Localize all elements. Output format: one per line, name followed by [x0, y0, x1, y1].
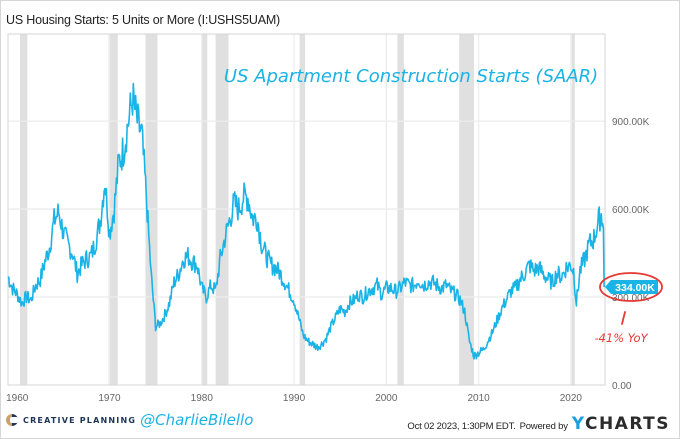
ycharts-logo-text: CHARTS [584, 414, 670, 434]
x-tick-label: 1970 [98, 393, 121, 404]
annotation-chart-title: US Apartment Construction Starts (SAAR) [224, 66, 598, 87]
footer-source: Oct 02 2023, 1:30PM EDT. Powered by YCHA… [407, 414, 670, 434]
y-tick-label: 0.00 [612, 381, 632, 392]
author-handle: @CharlieBilello [140, 411, 254, 429]
chart-title: US Housing Starts: 5 Units or More (I:US… [6, 13, 281, 27]
annotation-yoy: -41% YoY [594, 331, 648, 345]
x-axis-ticks: 1960 1970 1980 1990 2000 2010 2020 [6, 393, 582, 404]
last-value-badge-bg [605, 280, 658, 294]
x-tick-label: 1980 [191, 393, 214, 404]
x-tick-label: 2020 [560, 393, 583, 404]
series-line [7, 82, 605, 360]
series-line-group [7, 82, 605, 360]
x-tick-label: 1990 [283, 393, 306, 404]
timestamp: Oct 02 2023, 1:30PM EDT. [407, 421, 516, 432]
powered-by-label: Powered by [519, 421, 568, 432]
ycharts-logo[interactable]: YCHARTS [572, 414, 670, 434]
footer-branding: CREATIVE PLANNING @CharlieBilello [6, 409, 253, 431]
y-tick-label: 600.00K [612, 205, 650, 216]
y-axis-ticks: 0.00 300.00K 600.00K 900.00K [612, 117, 650, 392]
last-value-label: 334.00K [615, 282, 655, 294]
annotation-pointer [621, 311, 626, 325]
last-value-badge: 334.00K [605, 280, 658, 294]
y-tick-label: 900.00K [612, 117, 650, 128]
x-tick-label: 2000 [375, 393, 398, 404]
x-tick-label: 1960 [6, 393, 29, 404]
ycharts-logo-y: Y [571, 414, 585, 434]
annotation-circle [599, 272, 663, 302]
y-tick-label: 300.00K [612, 293, 650, 304]
brand-name: CREATIVE PLANNING [23, 415, 137, 425]
x-tick-label: 2010 [467, 393, 490, 404]
plot-border [7, 33, 606, 386]
creative-planning-logo-icon [6, 414, 18, 426]
